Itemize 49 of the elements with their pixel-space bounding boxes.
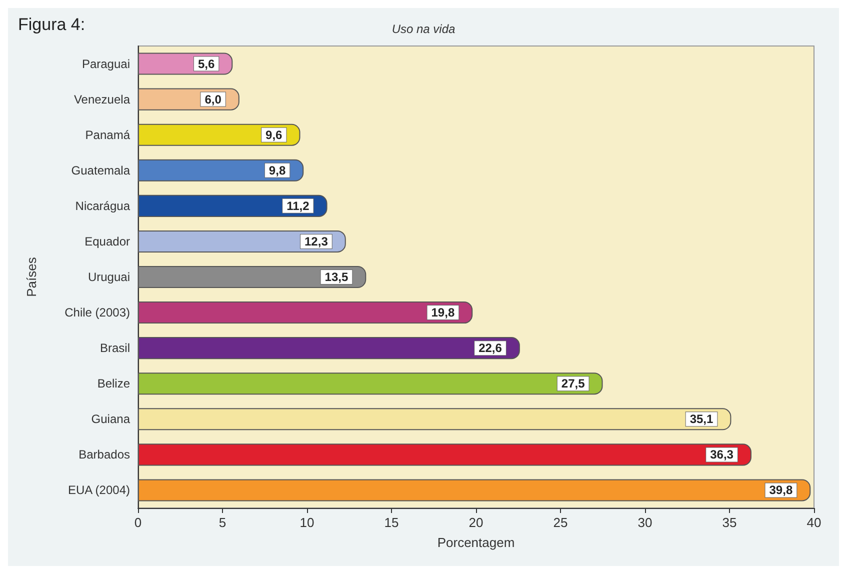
bar bbox=[138, 408, 732, 430]
x-tick-label: 10 bbox=[300, 515, 314, 530]
data-label: 39,8 bbox=[769, 483, 793, 498]
y-tick-label: Uruguai bbox=[88, 270, 130, 284]
x-axis-title: Porcentagem bbox=[437, 535, 515, 550]
y-tick-label: Guiana bbox=[91, 412, 130, 426]
bar bbox=[138, 479, 811, 502]
y-tick-label: Paraguai bbox=[82, 56, 130, 71]
data-label: 22,6 bbox=[478, 341, 502, 356]
bar bbox=[138, 159, 304, 182]
bar bbox=[138, 444, 752, 466]
y-tick-label: Guatemala bbox=[71, 163, 130, 178]
x-tick-label: 0 bbox=[134, 515, 142, 530]
y-tick-label: Venezuela bbox=[74, 92, 130, 106]
data-label: 35,1 bbox=[690, 412, 714, 426]
data-label: 11,2 bbox=[286, 198, 310, 213]
y-tick-label: Brasil bbox=[100, 341, 130, 356]
bar bbox=[138, 194, 328, 217]
data-label: 5,6 bbox=[198, 56, 215, 71]
bar bbox=[138, 337, 520, 360]
y-tick-label: Chile (2003) bbox=[64, 306, 130, 320]
data-label: 19,8 bbox=[431, 306, 455, 320]
y-tick-label: EUA (2004) bbox=[68, 483, 130, 498]
y-tick-label: Equador bbox=[84, 234, 130, 248]
y-axis-title: Países bbox=[24, 256, 39, 297]
data-label: 12,3 bbox=[304, 234, 328, 248]
y-tick-label: Panamá bbox=[85, 128, 130, 142]
y-tick-label: Nicarágua bbox=[75, 198, 130, 213]
chart-title: Uso na vida bbox=[392, 22, 456, 36]
x-tick-label: 40 bbox=[806, 515, 822, 530]
data-label: 13,5 bbox=[324, 270, 348, 284]
x-tick-label: 25 bbox=[553, 515, 568, 530]
x-tick-label: 15 bbox=[384, 515, 399, 530]
x-tick-label: 20 bbox=[468, 515, 484, 530]
bar bbox=[138, 266, 366, 288]
data-label: 36,3 bbox=[710, 448, 734, 462]
bar bbox=[138, 302, 473, 324]
y-tick-label: Barbados bbox=[78, 448, 130, 462]
data-label: 9,8 bbox=[268, 163, 286, 178]
x-tick-label: 35 bbox=[722, 515, 737, 530]
bar bbox=[138, 372, 603, 395]
data-label: 9,6 bbox=[266, 128, 283, 142]
x-tick-label: 5 bbox=[218, 515, 226, 530]
text: Figura 4: bbox=[18, 15, 86, 34]
data-label: 27,5 bbox=[561, 376, 586, 391]
y-tick-label: Belize bbox=[97, 376, 130, 391]
x-tick-label: 30 bbox=[638, 515, 652, 530]
bar bbox=[138, 230, 346, 252]
data-label: 6,0 bbox=[204, 92, 222, 106]
